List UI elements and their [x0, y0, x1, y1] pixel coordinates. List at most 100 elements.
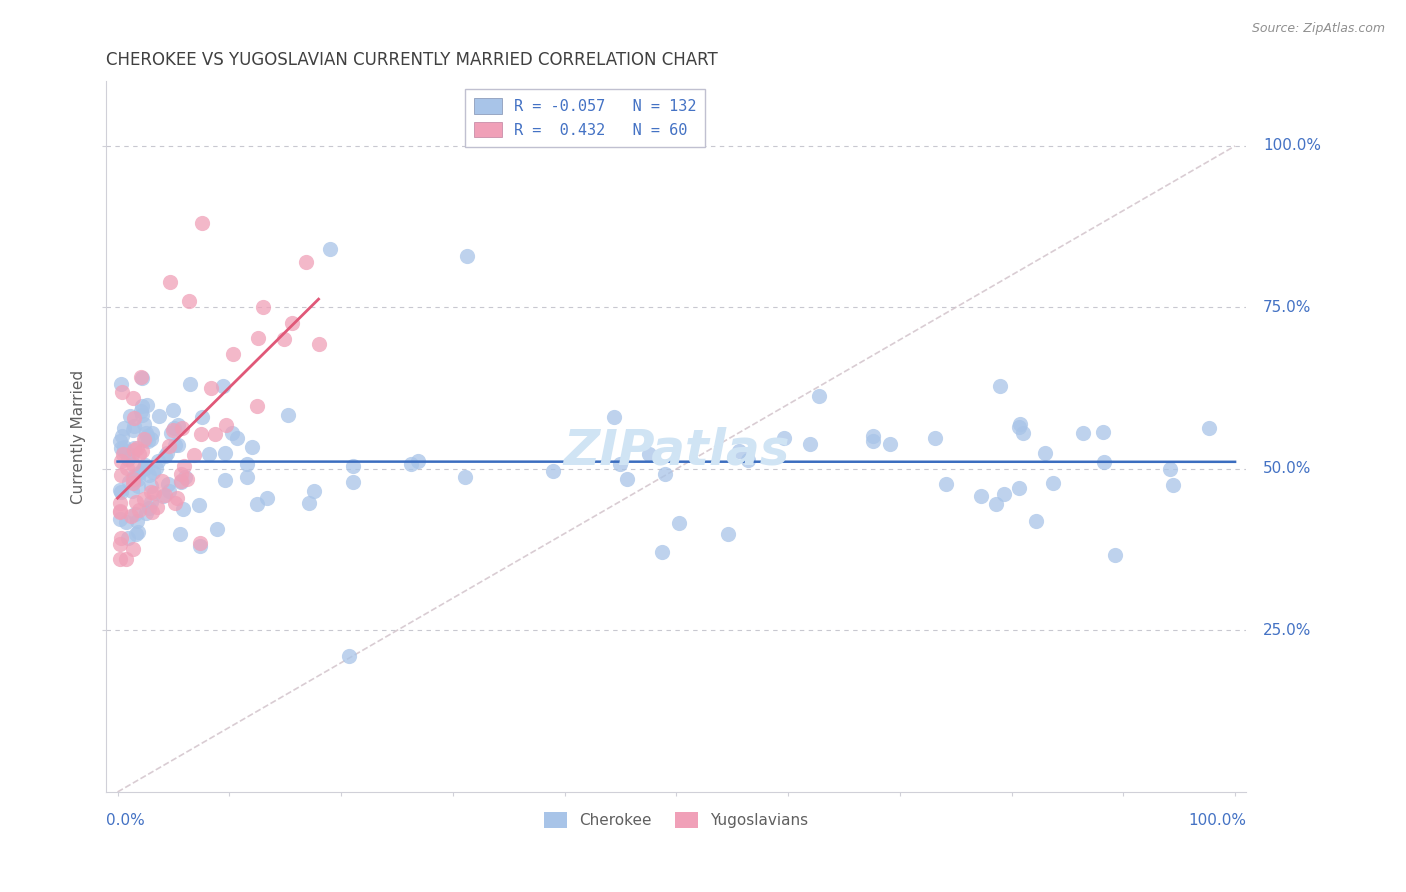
Point: [122, 418, 145, 433]
Point: [135, 428, 157, 442]
Point: [139, 433, 162, 447]
Point: [117, 452, 139, 467]
Point: [651, 545, 673, 559]
Y-axis label: Currently Married: Currently Married: [72, 369, 86, 504]
Point: [108, 496, 131, 510]
Point: [308, 337, 330, 351]
Point: [135, 425, 157, 440]
Point: [115, 552, 138, 566]
Point: [337, 649, 360, 664]
Point: [134, 434, 156, 448]
Point: [159, 275, 181, 289]
Point: [142, 465, 165, 479]
Point: [117, 531, 139, 545]
Point: [139, 479, 162, 493]
Point: [163, 496, 186, 510]
Point: [342, 475, 364, 490]
Point: [456, 249, 478, 263]
Text: 50.0%: 50.0%: [1263, 461, 1312, 476]
Point: [799, 437, 821, 451]
Point: [406, 453, 429, 467]
Point: [166, 491, 188, 505]
Point: [298, 496, 321, 510]
Point: [131, 444, 153, 458]
Point: [401, 457, 423, 471]
Point: [879, 436, 901, 450]
Legend: Cherokee, Yugoslavians: Cherokee, Yugoslavians: [538, 805, 814, 834]
Point: [205, 522, 228, 536]
Point: [318, 242, 340, 256]
Point: [131, 399, 153, 413]
Point: [128, 503, 150, 517]
Point: [121, 423, 143, 437]
Text: 100.0%: 100.0%: [1188, 814, 1246, 829]
Point: [1198, 421, 1220, 435]
Point: [862, 434, 884, 449]
Point: [717, 526, 740, 541]
Point: [139, 495, 162, 509]
Point: [111, 384, 134, 399]
Point: [112, 441, 135, 455]
Point: [122, 442, 145, 456]
Point: [122, 391, 145, 405]
Point: [187, 498, 209, 512]
Point: [200, 380, 222, 394]
Point: [988, 378, 1011, 392]
Point: [110, 376, 132, 391]
Point: [302, 483, 325, 498]
Point: [121, 483, 143, 498]
Point: [1092, 425, 1115, 439]
Point: [1161, 478, 1184, 492]
Point: [1008, 420, 1031, 434]
Point: [170, 467, 193, 481]
Point: [236, 470, 259, 484]
Point: [190, 426, 212, 441]
Text: 100.0%: 100.0%: [1263, 138, 1322, 153]
Point: [183, 448, 205, 462]
Point: [169, 527, 191, 541]
Point: [124, 507, 146, 521]
Point: [1092, 455, 1115, 469]
Point: [110, 484, 132, 499]
Point: [1008, 417, 1031, 431]
Point: [131, 403, 153, 417]
Point: [127, 472, 149, 486]
Point: [236, 457, 259, 471]
Point: [252, 300, 274, 314]
Point: [138, 501, 160, 516]
Point: [131, 370, 153, 384]
Point: [173, 459, 195, 474]
Point: [108, 505, 131, 519]
Point: [150, 474, 173, 488]
Point: [112, 421, 135, 435]
Point: [136, 398, 159, 412]
Point: [132, 491, 155, 506]
Point: [179, 376, 201, 391]
Point: [127, 479, 149, 493]
Point: [1042, 475, 1064, 490]
Point: [124, 471, 146, 485]
Point: [121, 472, 143, 486]
Point: [120, 509, 142, 524]
Point: [246, 497, 269, 511]
Point: [122, 469, 145, 483]
Point: [221, 426, 243, 441]
Point: [159, 425, 181, 440]
Point: [188, 536, 211, 550]
Point: [111, 429, 134, 443]
Point: [157, 484, 180, 499]
Point: [638, 447, 661, 461]
Point: [246, 399, 269, 413]
Point: [108, 537, 131, 551]
Point: [108, 512, 131, 526]
Point: [115, 515, 138, 529]
Point: [157, 439, 180, 453]
Point: [191, 410, 214, 425]
Point: [146, 453, 169, 467]
Point: [153, 488, 176, 502]
Point: [215, 417, 238, 432]
Point: [924, 431, 946, 445]
Point: [110, 468, 132, 483]
Point: [222, 347, 245, 361]
Point: [148, 409, 170, 424]
